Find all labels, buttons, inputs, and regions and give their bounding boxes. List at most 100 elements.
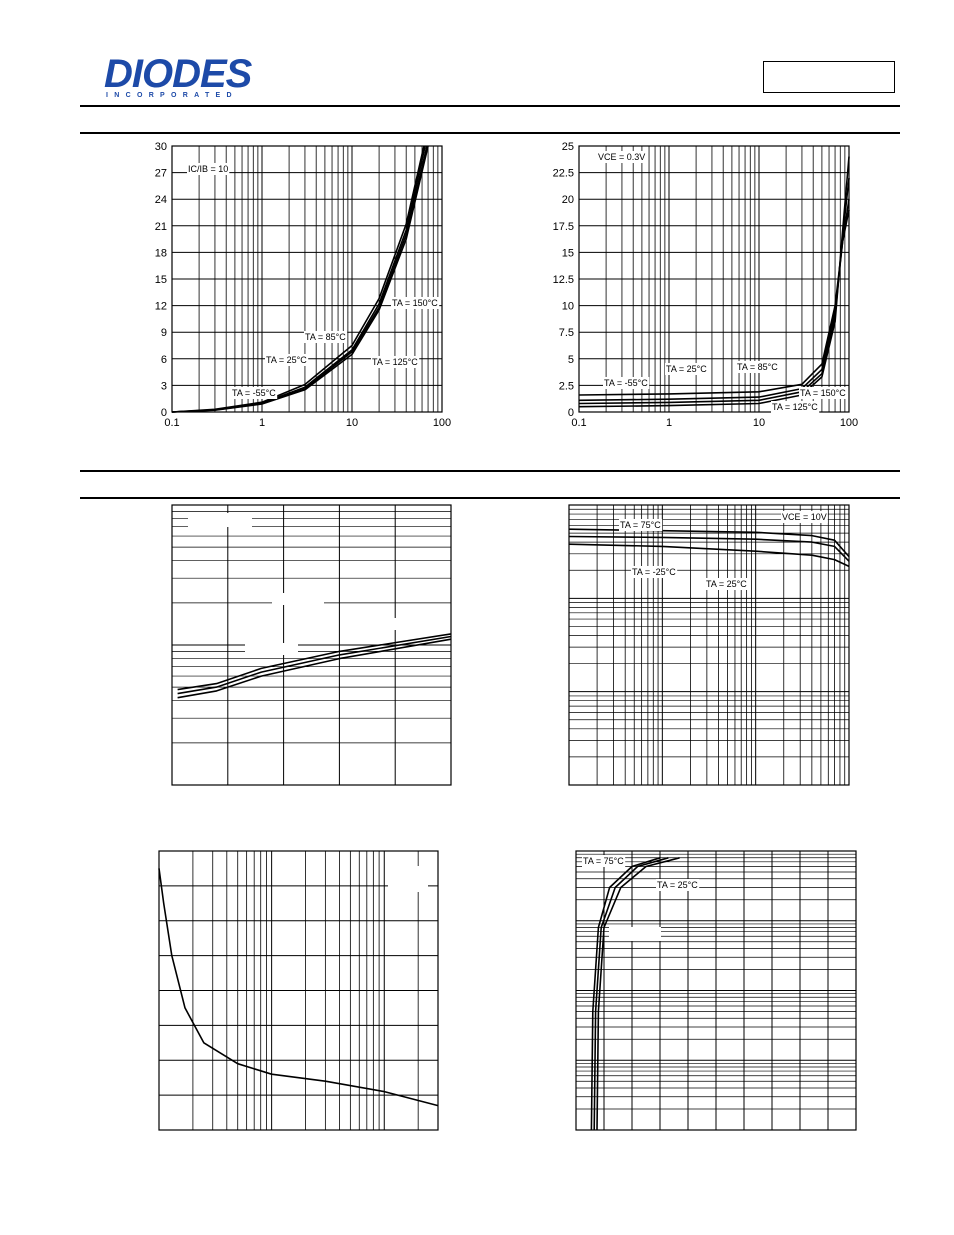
annotation-label: TA = 150°C — [800, 388, 846, 398]
y-tick-label: 22.5 — [553, 168, 574, 180]
y-tick-label: 20 — [562, 194, 574, 206]
annotation-label: TA = 25°C — [666, 364, 707, 374]
annotation-label: TA = 85°C — [305, 332, 346, 342]
annotation-background — [799, 387, 848, 399]
annotation-background — [231, 387, 278, 399]
y-tick-label: 2.5 — [559, 380, 574, 392]
annotation-label: TA = 75°C — [620, 520, 661, 530]
label-mask — [388, 866, 428, 892]
y-tick-label: 0 — [568, 407, 574, 419]
annotation-label: VCE = 10V — [782, 512, 827, 522]
annotation-label: TA = -55°C — [604, 378, 648, 388]
series-line — [171, 145, 425, 413]
annotation-label: TA = 85°C — [737, 362, 778, 372]
plot-frame — [171, 145, 443, 413]
annotation-background — [619, 519, 663, 531]
series-line — [568, 543, 850, 568]
x-tick-label: 0.1 — [164, 417, 179, 429]
section-rule-middle-lower — [80, 497, 900, 499]
series-line — [177, 635, 452, 695]
logo-wordmark: DIODES — [104, 52, 252, 96]
section-rule-top — [80, 132, 900, 134]
label-mask — [345, 618, 400, 630]
annotation-label: TA = 25°C — [266, 355, 307, 365]
y-tick-label: 12 — [155, 301, 167, 313]
plot-frame — [568, 504, 850, 786]
annotation-label: TA = -25°C — [632, 567, 676, 577]
series-line — [596, 857, 680, 1131]
y-tick-label: 21 — [155, 221, 167, 233]
annotation-background — [656, 879, 700, 891]
annotation-label: TA = 125°C — [372, 357, 418, 367]
series-line — [590, 857, 661, 1131]
series-line — [171, 145, 428, 413]
annotation-background — [304, 331, 348, 343]
annotation-background — [736, 361, 780, 373]
x-tick-label: 100 — [433, 417, 451, 429]
y-tick-label: 3 — [161, 380, 167, 392]
annotation-label: TA = 25°C — [657, 880, 698, 890]
y-tick-label: 10 — [562, 301, 574, 313]
chart-6: TA = 75°C TA = 25°C — [575, 850, 857, 1131]
plot-frame — [578, 145, 850, 413]
label-mask — [245, 643, 298, 655]
label-mask — [609, 927, 661, 941]
y-tick-label: 25 — [562, 141, 574, 153]
y-tick-label: 27 — [155, 168, 167, 180]
chart-2: 0.1 1 10 100 0 2.5 5 7.5 10 12.5 15 17.5 20 22.5 25 VCE… — [553, 141, 859, 429]
x-tick-label: 0.1 — [571, 417, 586, 429]
annotation-background — [705, 578, 749, 590]
logo-subtitle: INCORPORATED — [106, 92, 238, 99]
series-line — [593, 857, 669, 1131]
diodes-logo: DIODES INCORPORATED — [104, 54, 274, 100]
plot-frame — [158, 850, 439, 1131]
label-mask — [188, 513, 252, 527]
series-line — [568, 535, 850, 562]
annotation-background — [771, 401, 820, 413]
annotation-background — [603, 377, 650, 389]
chart-3 — [171, 504, 452, 786]
x-tick-label: 1 — [666, 417, 672, 429]
plot-frame — [575, 850, 857, 1131]
series-line — [578, 199, 850, 402]
x-tick-label: 10 — [753, 417, 765, 429]
y-tick-label: 15 — [562, 247, 574, 259]
annotation-background — [187, 163, 230, 175]
y-tick-label: 6 — [161, 354, 167, 366]
annotation-label: TA = -55°C — [232, 388, 276, 398]
part-number-box — [763, 61, 895, 93]
annotation-label: TA = 25°C — [706, 579, 747, 589]
series-line — [177, 633, 452, 691]
annotation-background — [665, 363, 709, 375]
y-tick-label: 15 — [155, 274, 167, 286]
annotation-background — [371, 356, 420, 368]
series-line — [158, 868, 439, 1107]
chart-1: 0.1 1 10 100 0 3 6 9 12 15 18 21 24 27 30 IC/IB = 10 TA … — [155, 141, 451, 429]
annotation-label: TA = 150°C — [392, 298, 438, 308]
section-rule-middle — [80, 470, 900, 472]
series-line — [578, 156, 850, 408]
chart-5 — [158, 850, 439, 1131]
y-tick-label: 17.5 — [553, 221, 574, 233]
y-tick-label: 12.5 — [553, 274, 574, 286]
y-tick-label: 18 — [155, 247, 167, 259]
x-tick-label: 1 — [259, 417, 265, 429]
x-tick-label: 100 — [840, 417, 858, 429]
annotation-label: VCE = 0.3V — [598, 152, 645, 162]
annotation-label: TA = 75°C — [583, 856, 624, 866]
annotation-background — [265, 354, 309, 366]
y-tick-label: 7.5 — [559, 327, 574, 339]
plot-frame — [171, 504, 452, 786]
header-rule — [80, 105, 900, 107]
y-tick-label: 0 — [161, 407, 167, 419]
label-mask — [272, 593, 324, 605]
annotation-background — [597, 151, 647, 163]
annotation-background — [631, 566, 678, 578]
series-line — [578, 209, 850, 396]
y-tick-label: 5 — [568, 354, 574, 366]
chart-4: TA = 75°C VCE = 10V TA = -25°C TA = 25°C — [568, 504, 850, 786]
x-tick-label: 10 — [346, 417, 358, 429]
annotation-label: TA = 125°C — [772, 402, 818, 412]
y-tick-label: 24 — [155, 194, 167, 206]
